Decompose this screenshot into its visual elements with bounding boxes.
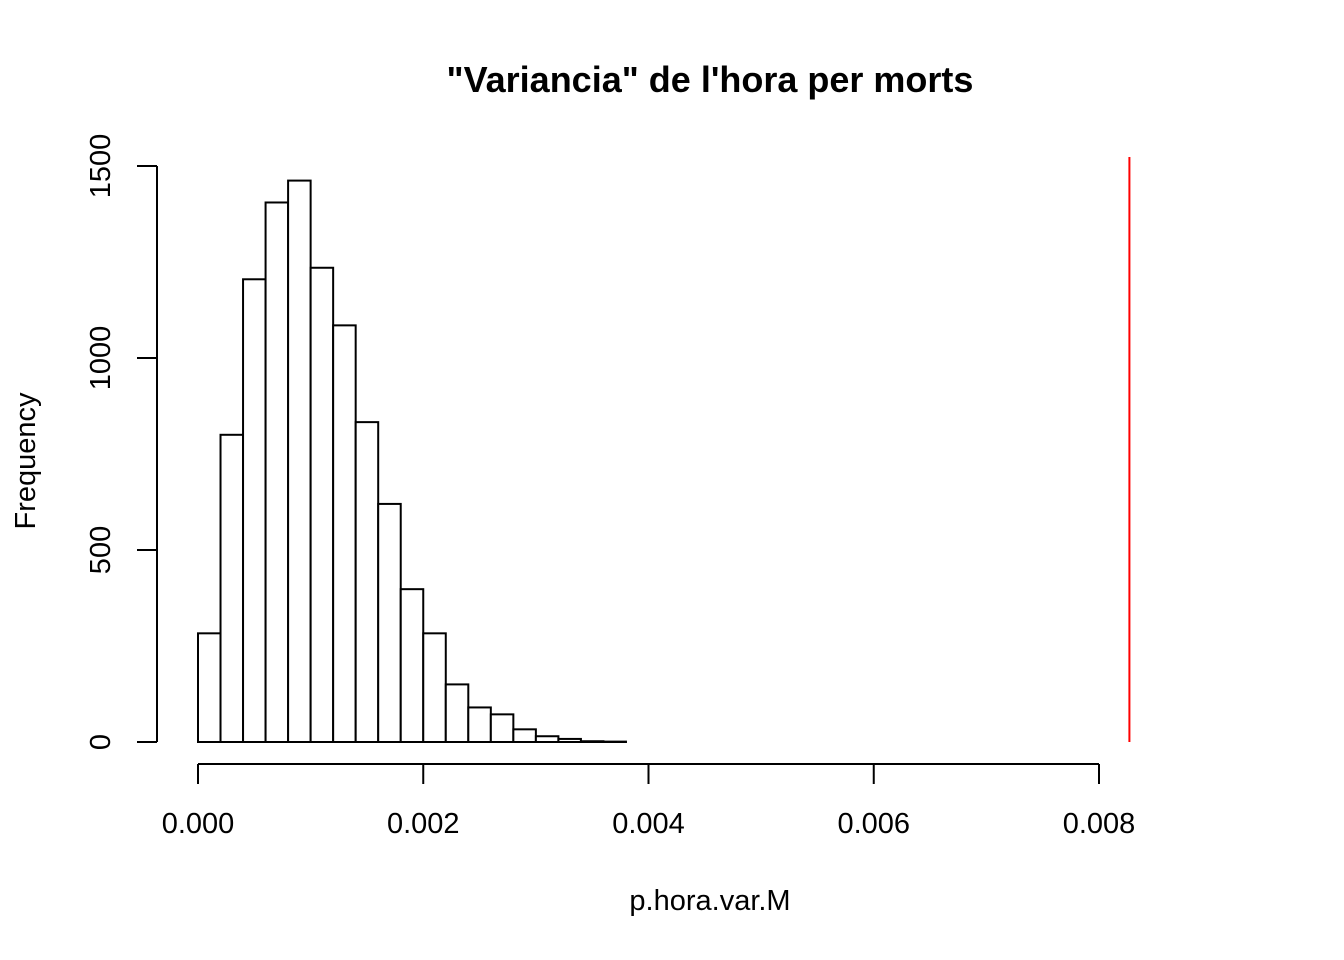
histogram-bar	[332, 324, 357, 743]
histogram-bar	[309, 266, 335, 743]
histogram-bar	[557, 737, 582, 743]
histogram-bar	[242, 278, 267, 743]
histogram-bar	[354, 421, 380, 743]
histogram-bar	[399, 588, 425, 744]
histogram-bar	[377, 502, 402, 744]
chart-title: "Variancia" de l'hora per morts	[447, 59, 974, 100]
y-tick-label: 1500	[85, 134, 117, 199]
histogram-bar	[444, 683, 470, 744]
x-axis: 0.000 0.002 0.004 0.006 0.008	[162, 763, 1136, 840]
y-axis: 0 500 1000 1500	[85, 134, 158, 750]
histogram-bar	[219, 433, 245, 743]
x-tick-label: 0.006	[837, 808, 910, 840]
x-axis-label: p.hora.var.M	[629, 885, 790, 917]
histogram-bar	[579, 740, 605, 743]
histogram-bar	[534, 735, 560, 743]
histogram-bar	[467, 706, 492, 744]
histogram-bar	[264, 201, 290, 744]
histogram-bar	[287, 179, 312, 744]
y-tick-label: 500	[85, 526, 117, 574]
histogram-bar	[512, 728, 537, 744]
histogram-bar	[489, 713, 515, 743]
histogram-bar	[197, 632, 222, 743]
y-tick-label: 0	[85, 734, 117, 750]
histogram-bars	[197, 179, 627, 744]
x-tick-label: 0.002	[387, 808, 460, 840]
y-tick-label: 1000	[85, 326, 117, 391]
histogram-bar	[422, 632, 447, 743]
x-tick-label: 0.000	[162, 808, 235, 840]
x-tick-label: 0.004	[612, 808, 685, 840]
y-axis-label: Frequency	[10, 392, 42, 530]
x-tick-label: 0.008	[1063, 808, 1136, 840]
